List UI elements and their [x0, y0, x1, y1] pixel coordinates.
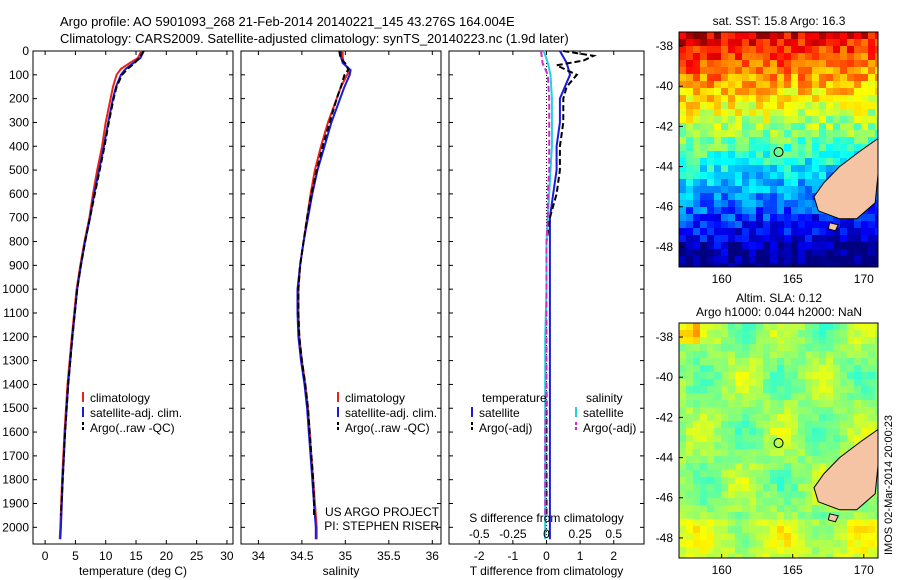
- longitude-tick-label: 165: [783, 272, 803, 286]
- x-tick-label: 2: [610, 549, 617, 563]
- profile-panel-frame-1: [240, 50, 442, 545]
- longitude-tick-label: 160: [712, 563, 732, 577]
- series-line-salinity-argo-adj-: [540, 50, 551, 516]
- x-tick-label: 34: [252, 549, 266, 563]
- pi-annotation: PI: STEPHEN RISER: [324, 519, 439, 533]
- x-tick-label: 35.5: [377, 549, 401, 563]
- legend-label: satellite-adj. clim.: [345, 406, 437, 420]
- latitude-tick-label: -40: [656, 79, 674, 93]
- x-tick-label: -2: [474, 549, 485, 563]
- x-tick-label: 0: [42, 549, 49, 563]
- x-tick-label: -1: [508, 549, 519, 563]
- legend-label: Argo(-adj): [583, 421, 636, 435]
- depth-tick-label: 800: [9, 235, 29, 249]
- latitude-tick-label: -42: [656, 119, 674, 133]
- latitude-tick-label: -44: [656, 160, 674, 174]
- legend-group-label: temperature: [482, 391, 547, 405]
- x-tick-label: 1: [577, 549, 584, 563]
- sla-map-title-line-2: Argo h1000: 0.044 h2000: NaN: [695, 305, 863, 319]
- depth-tick-label: 900: [9, 258, 29, 272]
- legend-label: satellite: [583, 406, 624, 420]
- stewart-island-land: [827, 513, 839, 523]
- depth-tick-label: 1700: [2, 449, 29, 463]
- depth-tick-label: 2000: [2, 520, 29, 534]
- depth-tick-label: 1200: [2, 330, 29, 344]
- x-axis-label: salinity: [323, 564, 360, 578]
- x-tick-label: 0: [543, 549, 550, 563]
- depth-tick-label: 1300: [2, 354, 29, 368]
- depth-tick-label: 1100: [3, 306, 29, 320]
- x-tick-label: 34.5: [290, 549, 314, 563]
- map-frame: [678, 322, 879, 559]
- x-tick-label: 20: [160, 549, 174, 563]
- x-tick-label: 25: [190, 549, 204, 563]
- latitude-tick-label: -42: [656, 410, 674, 424]
- x-axis-label: temperature (deg C): [79, 564, 187, 578]
- depth-tick-label: 500: [9, 163, 29, 177]
- x-tick-label: 15: [129, 549, 143, 563]
- longitude-tick-label: 170: [854, 272, 874, 286]
- x-axis-label: T difference from climatology: [470, 564, 624, 578]
- x-tick-label: 35: [339, 549, 353, 563]
- longitude-tick-label: 160: [712, 272, 732, 286]
- series-line-temperature-satellite: [548, 50, 572, 540]
- depth-tick-label: 300: [9, 115, 29, 129]
- depth-tick-label: 400: [9, 139, 29, 153]
- latitude-tick-label: -38: [656, 39, 674, 53]
- legend-label: climatology: [345, 391, 405, 405]
- legend-label: Argo(-adj): [479, 421, 532, 435]
- sst-heatmap: [679, 32, 878, 267]
- x-tick-label: 10: [99, 549, 113, 563]
- depth-tick-label: 0: [22, 44, 29, 58]
- series-line-argo-raw-qc-: [59, 50, 145, 516]
- map-frame: [678, 31, 879, 268]
- secondary-tick-label: 0: [543, 527, 550, 541]
- secondary-tick-label: 0.25: [568, 527, 592, 541]
- depth-tick-label: 1600: [2, 425, 29, 439]
- latitude-tick-label: -48: [656, 240, 674, 254]
- x-tick-label: 5: [72, 549, 79, 563]
- latitude-tick-label: -38: [656, 330, 674, 344]
- secondary-axis-label: S difference from climatology: [469, 511, 624, 525]
- legend-label: climatology: [90, 391, 150, 405]
- depth-tick-label: 1500: [2, 401, 29, 415]
- legend-label: Argo(..raw -QC): [90, 421, 175, 435]
- latitude-tick-label: -46: [656, 200, 674, 214]
- legend-label: satellite-adj. clim.: [90, 406, 182, 420]
- depth-tick-label: 600: [9, 187, 29, 201]
- argo-position-marker: [773, 147, 784, 158]
- sst-map-title: sat. SST: 15.8 Argo: 16.3: [712, 14, 846, 28]
- depth-tick-label: 100: [9, 68, 29, 82]
- project-annotation: US ARGO PROJECT: [325, 505, 440, 519]
- latitude-tick-label: -48: [656, 531, 674, 545]
- argo-position-marker: [773, 438, 784, 449]
- sla-map-title-line-1: Altim. SLA: 0.12: [735, 291, 823, 305]
- sla-heatmap: [679, 323, 878, 558]
- secondary-tick-label: 0.5: [605, 527, 622, 541]
- legend-label: Argo(..raw -QC): [345, 421, 430, 435]
- depth-tick-label: 1400: [2, 377, 29, 391]
- figure-title-line-1: Argo profile: AO 5901093_268 21-Feb-2014…: [60, 14, 515, 29]
- latitude-tick-label: -46: [656, 491, 674, 505]
- latitude-tick-label: -44: [656, 451, 674, 465]
- x-tick-label: 36: [426, 549, 440, 563]
- depth-tick-label: 1800: [2, 473, 29, 487]
- legend-group-label: salinity: [586, 391, 623, 405]
- secondary-tick-label: -0.5: [469, 527, 490, 541]
- longitude-tick-label: 165: [783, 563, 803, 577]
- longitude-tick-label: 170: [854, 563, 874, 577]
- depth-tick-label: 1900: [2, 497, 29, 511]
- legend-label: satellite: [479, 406, 520, 420]
- secondary-tick-label: -0.25: [499, 527, 527, 541]
- depth-tick-label: 1000: [2, 282, 29, 296]
- stewart-island-land: [827, 222, 839, 232]
- figure-title-line-2: Climatology: CARS2009. Satellite-adjuste…: [60, 31, 569, 46]
- latitude-tick-label: -40: [656, 370, 674, 384]
- profile-panel-frame-0: [32, 50, 234, 545]
- depth-tick-label: 200: [9, 92, 29, 106]
- series-line-argo-raw-qc-: [297, 50, 350, 516]
- x-tick-label: 30: [220, 549, 234, 563]
- depth-tick-label: 700: [9, 211, 29, 225]
